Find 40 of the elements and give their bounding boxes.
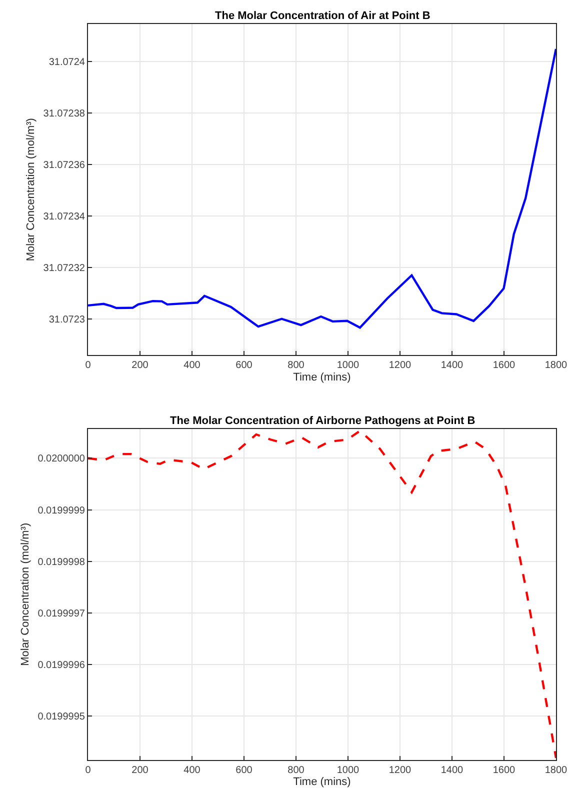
x-tick-label: 0 [85,765,92,776]
y-axis-title: Molar Concentration (mol/m³) [19,522,32,666]
x-tick-label: 1800 [544,765,568,776]
x-tick-label: 400 [184,360,201,372]
x-tick-label: 200 [132,765,149,776]
x-tick-label: 1200 [388,765,412,776]
y-tick-label: 0.0199996 [38,660,86,672]
x-tick-label: 600 [236,765,253,776]
line-series [88,48,556,329]
x-axis-title: Time (mins) [293,371,351,384]
y-tick-label: 31.0723 [48,314,86,326]
x-tick-label: 600 [236,360,253,372]
y-tick-label: 0.0199997 [38,608,86,620]
x-tick-label: 800 [288,360,305,372]
x-tick-label: 1000 [336,360,360,372]
y-tick-label: 31.07234 [43,212,86,223]
x-tick-label: 1200 [388,360,412,372]
x-tick-label: 1800 [544,360,568,372]
x-tick-label: 1400 [440,765,464,776]
y-tick-label: 31.0724 [48,56,86,68]
y-tick-label: 0.0199995 [38,712,86,723]
x-tick-label: 1600 [492,360,516,372]
y-tick-label: 31.07238 [43,108,86,120]
line-series [88,430,556,760]
x-axis-title: Time (mins) [293,776,351,788]
x-tick-label: 200 [132,360,149,372]
x-tick-label: 1600 [492,765,516,776]
y-tick-label: 31.07236 [43,160,86,171]
chart-title: The Molar Concentration of Airborne Pathogens at Point B [170,415,476,427]
y-axis-title: Molar Concentration (mol/m³) [24,118,37,262]
y-tick-label: 0.0199998 [38,556,86,568]
y-tick-label: 31.07232 [43,263,86,274]
x-tick-label: 1400 [440,360,464,372]
y-tick-label: 0.0199999 [38,505,86,516]
x-tick-label: 800 [288,765,305,776]
x-tick-label: 400 [184,765,201,776]
y-tick-label: 0.0200000 [38,454,86,465]
x-tick-label: 1000 [336,765,360,776]
chart-title: The Molar Concentration of Air at Point B [215,10,430,22]
x-tick-label: 0 [85,360,92,372]
